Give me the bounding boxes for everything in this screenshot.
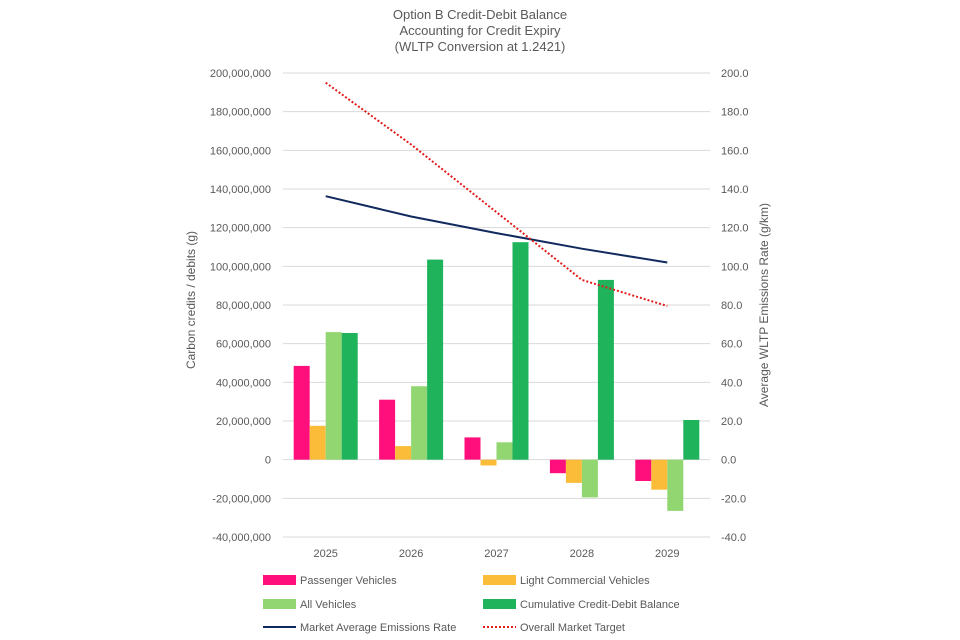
secondary-y-axis-title: Average WLTP Emissions Rate (g/km) — [757, 203, 771, 407]
y2-tick-label: 160.0 — [721, 145, 749, 157]
legend-swatch — [263, 599, 296, 609]
chart-title: Option B Credit-Debit BalanceAccounting … — [393, 7, 567, 54]
bar — [565, 459, 582, 483]
bar — [411, 386, 428, 460]
bar — [341, 333, 358, 460]
bar — [512, 242, 529, 460]
bar — [427, 259, 444, 460]
bars — [293, 242, 700, 511]
bar — [667, 459, 684, 511]
y2-tick-label: 20.0 — [721, 416, 742, 428]
y2-tick-label: 120.0 — [721, 223, 749, 235]
y-tick-label: 180,000,000 — [210, 107, 271, 119]
x-tick-label: 2028 — [570, 548, 594, 560]
legend-label: Overall Market Target — [520, 622, 625, 634]
bar — [379, 399, 396, 460]
bar — [496, 442, 513, 460]
x-axis-ticks: 2025 2026 2027 2028 2029 — [313, 548, 679, 560]
x-tick-label: 2027 — [484, 548, 508, 560]
legend-label: Cumulative Credit-Debit Balance — [520, 599, 680, 611]
y-tick-label: 80,000,000 — [216, 300, 271, 312]
legend-swatch — [483, 599, 516, 609]
legend-label: Light Commercial Vehicles — [520, 575, 650, 587]
y2-tick-label: -40.0 — [721, 532, 746, 544]
y-tick-label: 200,000,000 — [210, 68, 271, 80]
y-tick-label: -40,000,000 — [212, 532, 271, 544]
chart-title-line: Option B Credit-Debit Balance — [393, 7, 567, 22]
series-line — [325, 81, 668, 307]
chart-title-line: Accounting for Credit Expiry — [399, 23, 561, 38]
y-tick-label: 160,000,000 — [210, 145, 271, 157]
bar — [597, 279, 614, 460]
y-tick-label: 40,000,000 — [216, 377, 271, 389]
y-tick-label: 20,000,000 — [216, 416, 271, 428]
y2-tick-label: 100.0 — [721, 261, 749, 273]
bar — [480, 459, 497, 466]
legend-label: All Vehicles — [300, 599, 357, 611]
y2-tick-label: 40.0 — [721, 377, 742, 389]
gridlines — [283, 72, 710, 538]
primary-y-axis-title: Carbon credits / debits (g) — [184, 231, 198, 369]
y-tick-label: -20,000,000 — [212, 493, 271, 505]
legend-swatch — [483, 575, 516, 585]
bar — [325, 332, 342, 460]
y-tick-label: 0 — [265, 455, 271, 467]
primary-y-axis-ticks: 200,000,000 180,000,000 160,000,000 140,000… — [210, 68, 271, 544]
bar — [395, 446, 412, 460]
lines — [325, 81, 668, 307]
x-tick-label: 2026 — [399, 548, 423, 560]
y2-tick-label: 200.0 — [721, 68, 749, 80]
y-tick-label: 60,000,000 — [216, 339, 271, 351]
bar — [683, 420, 700, 460]
secondary-y-axis-ticks: 200.0 180.0 160.0 140.0 120.0 100.0 80.0 60.0 40… — [721, 68, 749, 544]
y-tick-label: 100,000,000 — [210, 261, 271, 273]
bar — [464, 437, 481, 460]
x-tick-label: 2029 — [655, 548, 679, 560]
y2-tick-label: 80.0 — [721, 300, 742, 312]
legend-swatch — [263, 575, 296, 585]
legend-label: Passenger Vehicles — [300, 575, 397, 587]
y2-tick-label: 180.0 — [721, 107, 749, 119]
y-tick-label: 120,000,000 — [210, 223, 271, 235]
bar — [581, 459, 598, 498]
bar — [549, 459, 566, 474]
y2-tick-label: 0.0 — [721, 455, 736, 467]
bar — [309, 425, 326, 460]
bar — [293, 365, 310, 460]
y2-tick-label: 140.0 — [721, 184, 749, 196]
bar — [651, 459, 668, 490]
series-line — [325, 195, 668, 264]
chart-title-line: (WLTP Conversion at 1.2421) — [395, 39, 566, 54]
bar — [635, 459, 652, 481]
x-tick-label: 2025 — [313, 548, 337, 560]
legend: Passenger Vehicles Light Commercial Vehic… — [263, 575, 680, 634]
y-tick-label: 140,000,000 — [210, 184, 271, 196]
legend-label: Market Average Emissions Rate — [300, 622, 456, 634]
y2-tick-label: 60.0 — [721, 339, 742, 351]
y2-tick-label: -20.0 — [721, 493, 746, 505]
